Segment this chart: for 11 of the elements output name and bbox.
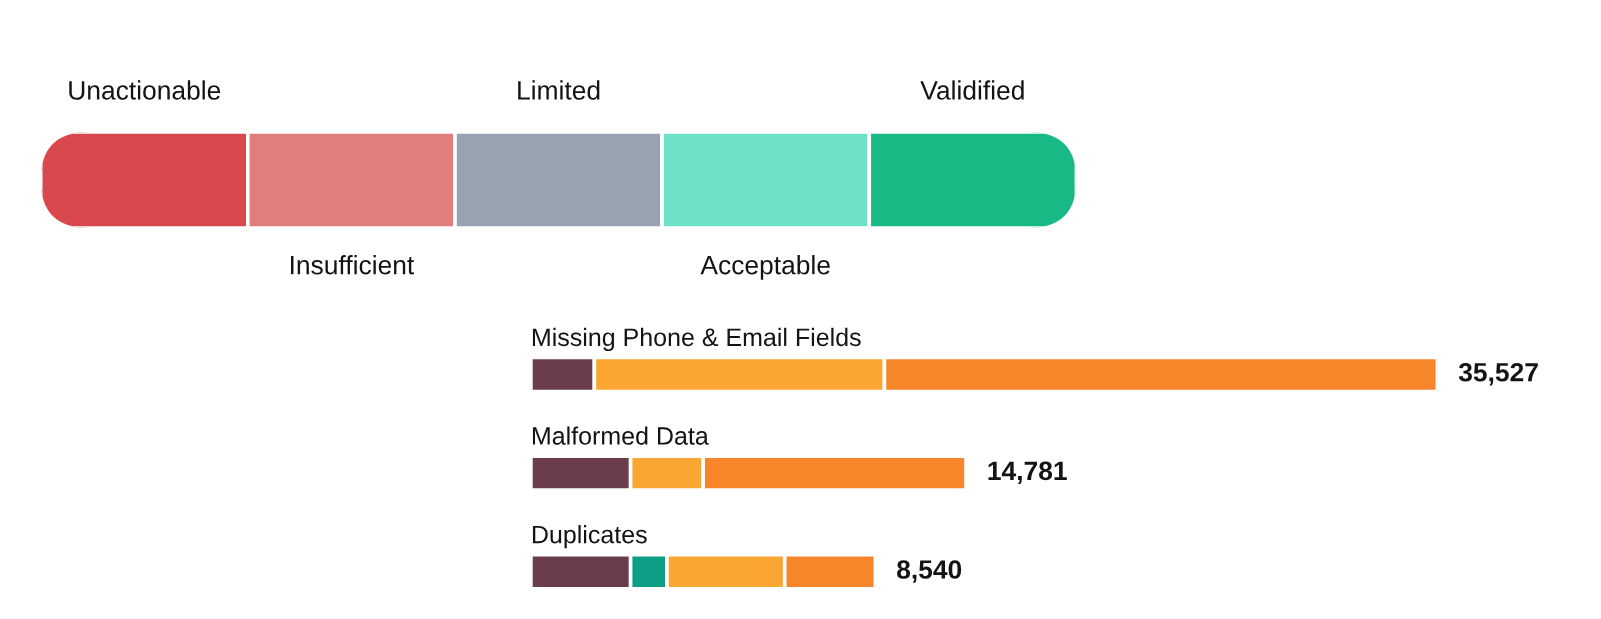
annotation: 35,527 [1458, 362, 1538, 386]
y-tick-label: Duplicates [532, 525, 647, 549]
series-label: Validified [920, 80, 1024, 100]
series-label: Limited [518, 80, 600, 100]
y-tick-label: Malformed Data [532, 426, 709, 445]
series-label: Acceptable [700, 255, 830, 280]
annotation: 14,781 [988, 461, 1067, 485]
series-label: Unactionable [69, 80, 221, 100]
series-label: Insufficient [291, 255, 415, 275]
y-tick-label: Missing Phone & Email Fields [532, 327, 861, 352]
annotation: 8,540 [897, 560, 962, 583]
